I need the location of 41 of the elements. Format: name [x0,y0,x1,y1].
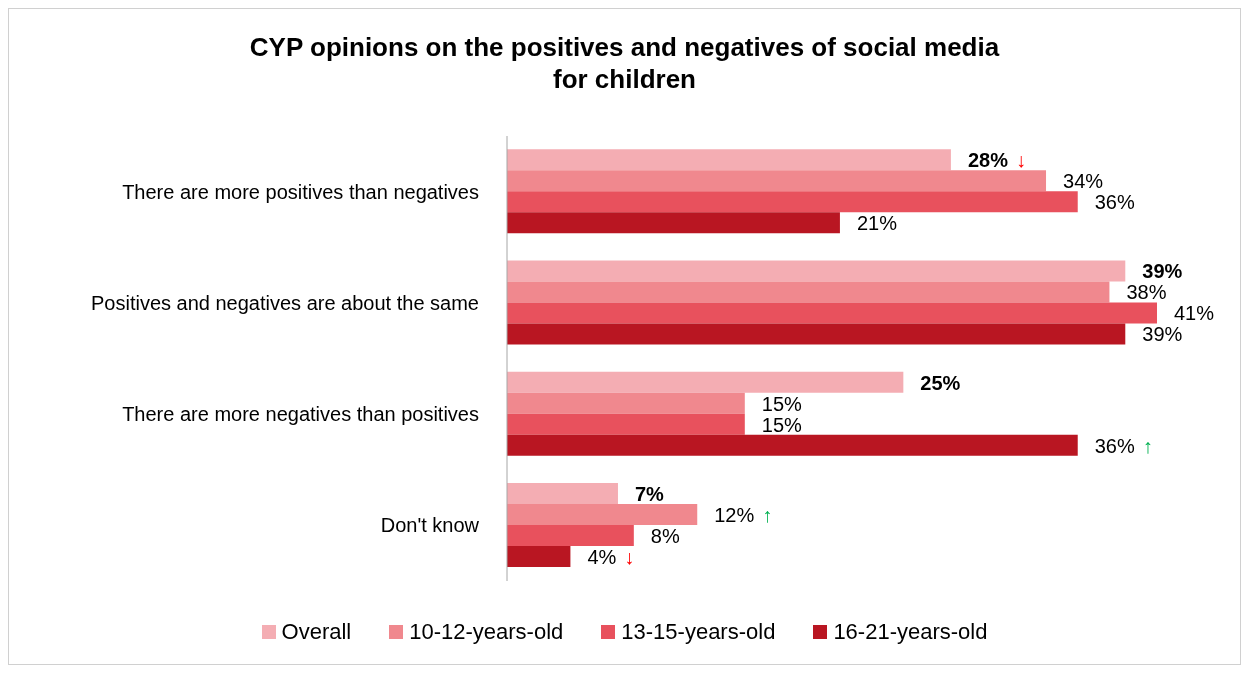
data-label: 4% ↓ [587,545,635,568]
bar [507,413,745,435]
data-label: 12% ↑ [714,503,773,526]
data-label: 38% [1126,281,1167,304]
bar [507,212,840,234]
data-label: 25% [920,371,961,394]
legend-label: 13-15-years-old [621,619,776,645]
bar [507,525,634,547]
bar [507,281,1110,303]
bar [507,504,698,526]
data-label: 36% [1094,191,1135,214]
bar [507,434,1078,456]
data-label: 21% [856,212,898,235]
data-label: 8% [650,524,680,547]
data-label: 39% [1142,260,1183,283]
data-label: 15% [761,392,803,415]
bar [507,483,618,505]
legend-label: 16-21-years-old [833,619,988,645]
y-tick-label: Don't know [380,514,480,537]
chart-title: CYP opinions on the positives and negatives of social media for children [248,31,1001,95]
data-label: 36% ↑ [1094,434,1153,457]
bar [507,323,1126,345]
legend-label: 10-12-years-old [409,619,564,645]
bar [507,302,1157,324]
legend-label: Overall [281,619,352,645]
bar [507,260,1126,282]
bar [507,546,571,568]
data-label: 39% [1142,323,1183,346]
bar [507,170,1047,192]
data-label: 28% ↓ [967,149,1026,172]
y-tick-label: Positives and negatives are about the same [90,291,479,314]
y-tick-label: There are more negatives than positives [122,403,479,426]
y-tick-label: There are more positives than negatives [122,180,479,203]
data-label: 41% [1174,302,1215,325]
bar [507,191,1078,213]
data-label: 15% [761,413,803,436]
bar [507,371,904,393]
data-label: 34% [1063,170,1104,193]
bar [507,392,745,414]
bar [507,149,951,171]
data-label: 7% [634,482,665,505]
